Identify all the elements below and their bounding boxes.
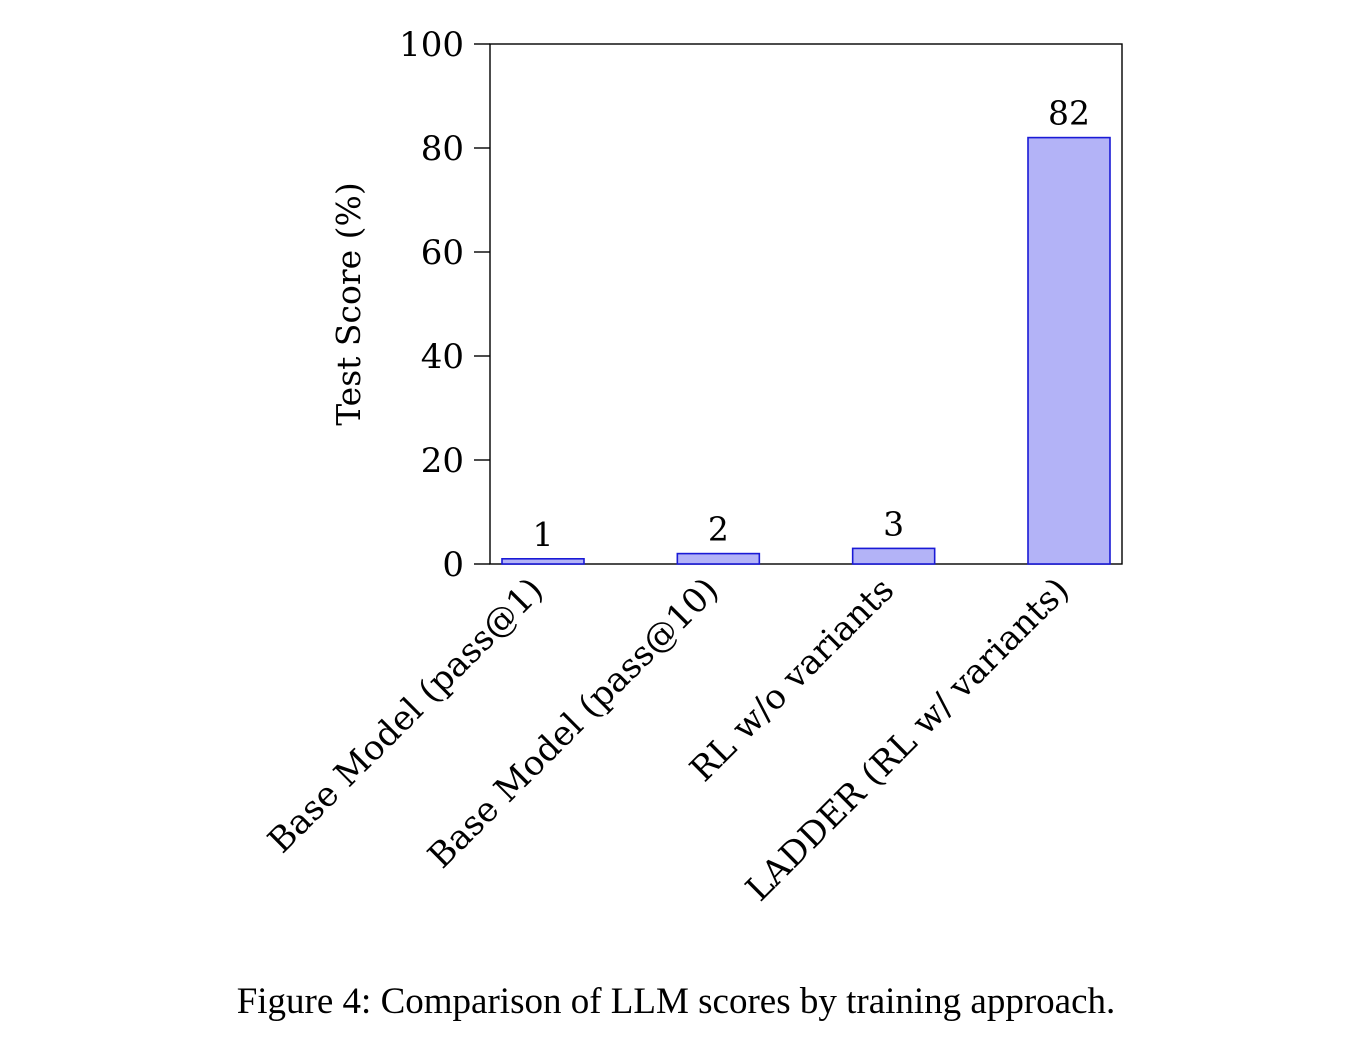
x-tick-label: Base Model (pass@1) [260, 570, 551, 861]
plot-frame [489, 43, 1123, 565]
y-axis-label: Test Score (%) [329, 182, 368, 426]
y-tick-label: 0 [442, 545, 464, 585]
y-tick-label: 80 [421, 129, 464, 169]
bar [501, 557, 585, 565]
y-tick-label: 40 [421, 337, 464, 377]
bar [676, 552, 761, 565]
data-labels: 1 2 3 82 [533, 94, 1091, 554]
y-tick-label: 20 [421, 441, 464, 481]
y-tick-label: 60 [421, 233, 464, 273]
bar-value-label: 2 [708, 510, 729, 549]
y-tick-label: 100 [399, 25, 464, 65]
bar [1027, 136, 1111, 565]
bar-value-label: 1 [533, 515, 554, 554]
x-tick-labels: Base Model (pass@1)Base Model (pass@10)R… [260, 570, 1077, 909]
bars [501, 136, 1111, 565]
bar-value-label: 82 [1048, 94, 1090, 133]
y-tick-labels: 0 20 40 60 80 100 [399, 25, 464, 585]
bar-chart: 1 2 3 82 Base Model (pass@1)Base Model (pas… [260, 25, 1123, 909]
x-tick-label: Base Model (pass@10) [420, 570, 726, 876]
axes [474, 43, 1123, 565]
figure-caption: Figure 4: Comparison of LLM scores by tr… [236, 981, 1116, 1022]
x-tick-label: LADDER (RL w/ variants) [738, 570, 1077, 909]
bar-value-label: 3 [883, 504, 904, 543]
bar [851, 547, 936, 565]
